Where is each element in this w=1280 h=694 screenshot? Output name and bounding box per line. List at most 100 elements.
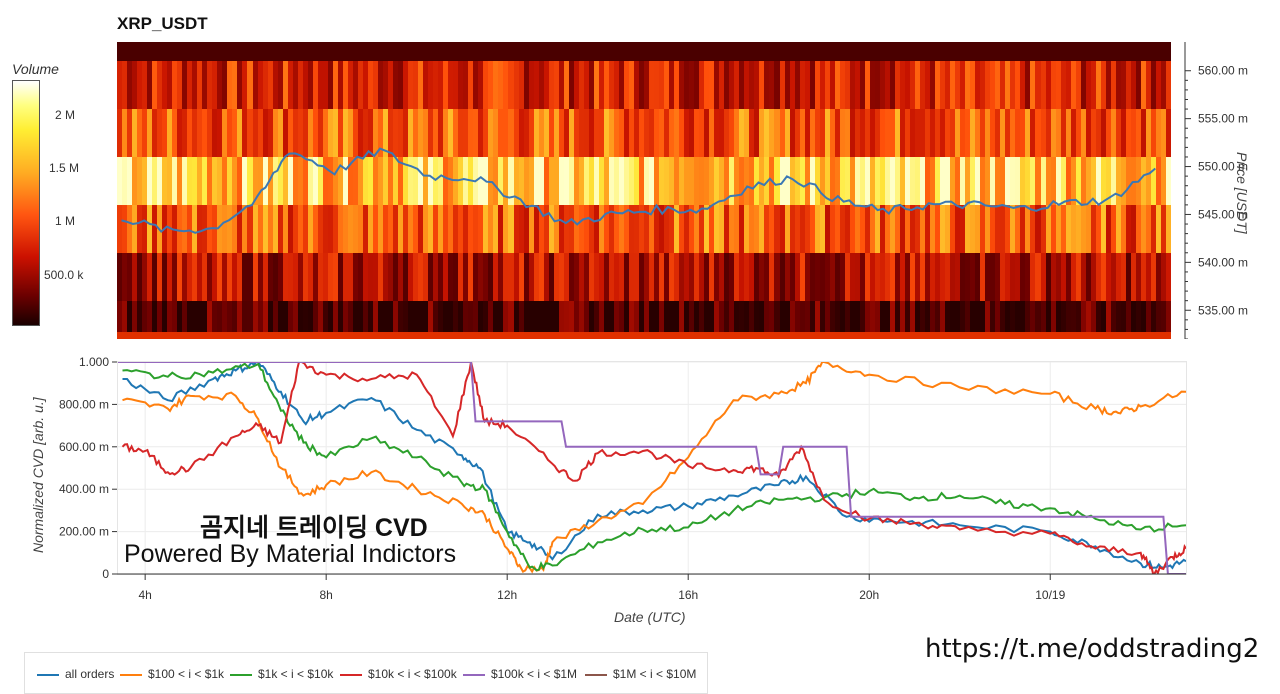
legend-item-100-1k[interactable]: $100 < i < $1k xyxy=(120,667,224,681)
heatmap-cell xyxy=(864,252,871,301)
heatmap-cell xyxy=(995,61,1001,110)
heatmap-cell xyxy=(1120,300,1127,339)
heatmap-cell xyxy=(393,204,399,253)
heatmap-cell xyxy=(548,204,555,253)
heatmap-cell xyxy=(1055,61,1062,110)
heatmap-cell xyxy=(438,109,444,157)
heatmap-cell xyxy=(844,109,851,157)
heatmap-cell xyxy=(152,204,158,253)
heatmap-cell xyxy=(739,204,745,253)
heatmap-cell xyxy=(874,252,881,301)
heatmap-cell xyxy=(654,300,660,339)
heatmap-cell xyxy=(598,300,605,339)
heatmap-cell xyxy=(633,156,640,205)
heatmap-cell xyxy=(724,204,730,253)
heatmap-cell xyxy=(342,109,349,157)
heatmap-cell xyxy=(558,156,565,205)
heatmap-cell xyxy=(674,156,680,205)
heatmap-cell xyxy=(508,109,515,157)
heatmap-cell xyxy=(187,61,193,110)
heatmap-cell xyxy=(1035,300,1042,339)
heatmap-cell xyxy=(262,300,269,339)
heatmap-cell xyxy=(704,252,710,301)
heatmap-cell xyxy=(1025,109,1032,157)
heatmap-cell xyxy=(1085,156,1092,205)
heatmap-cell xyxy=(152,300,158,339)
heatmap-cell xyxy=(568,61,575,110)
legend-item-10k-100k[interactable]: $10k < i < $100k xyxy=(340,667,457,681)
heatmap-cell xyxy=(729,300,735,339)
legend-item-1m-10m[interactable]: $1M < i < $10M xyxy=(585,667,696,681)
heatmap-cell xyxy=(182,61,188,110)
heatmap-cell xyxy=(699,252,705,301)
heatmap-cell xyxy=(342,61,349,110)
heatmap-cell xyxy=(960,252,966,301)
heatmap-cell xyxy=(583,300,590,339)
heatmap-cell xyxy=(393,252,399,301)
heatmap-cell xyxy=(533,300,540,339)
heatmap-cell xyxy=(664,252,670,301)
heatmap-cell xyxy=(1085,252,1092,301)
heatmap-cell xyxy=(257,61,264,110)
heatmap-cell xyxy=(267,300,274,339)
cvd-series-line xyxy=(122,362,1186,572)
heatmap-cell xyxy=(282,204,289,253)
heatmap-cell xyxy=(910,156,916,205)
heatmap-cell xyxy=(925,252,931,301)
heatmap-cell xyxy=(884,300,891,339)
heatmap-cell xyxy=(147,252,153,301)
heatmap-cell xyxy=(1145,300,1152,339)
heatmap-cell xyxy=(508,300,515,339)
heatmap-cell xyxy=(182,252,188,301)
heatmap-cell xyxy=(955,300,961,339)
heatmap-cell xyxy=(182,156,188,205)
heatmap-cell xyxy=(347,300,354,339)
heatmap-cell xyxy=(347,61,354,110)
heatmap-cell xyxy=(332,300,339,339)
heatmap-cell xyxy=(418,204,424,253)
heatmap-cell xyxy=(533,156,540,205)
heatmap-cell xyxy=(483,252,489,301)
heatmap-cell xyxy=(478,204,484,253)
heatmap-cell xyxy=(654,156,660,205)
heatmap-cell xyxy=(327,109,334,157)
heatmap-cell xyxy=(869,252,876,301)
heatmap-cell xyxy=(904,109,911,157)
heatmap-cell xyxy=(754,61,761,110)
heatmap-cell xyxy=(699,109,705,157)
heatmap-cell xyxy=(970,109,976,157)
heatmap-cell xyxy=(1030,156,1037,205)
legend-item-1k-10k[interactable]: $1k < i < $10k xyxy=(230,667,333,681)
legend-item-100k-1m[interactable]: $100k < i < $1M xyxy=(463,667,577,681)
heatmap-cell xyxy=(804,252,811,301)
heatmap-cell xyxy=(879,156,886,205)
heatmap-cell xyxy=(694,156,700,205)
heatmap-cell xyxy=(809,61,816,110)
heatmap-cell xyxy=(272,109,279,157)
heatmap-cell xyxy=(608,109,615,157)
heatmap-cell xyxy=(162,156,168,205)
heatmap-cell xyxy=(598,204,605,253)
cvd-y-tick-label: 1.000 xyxy=(79,355,109,369)
heatmap-cell xyxy=(217,156,223,205)
legend-item-all-orders[interactable]: all orders xyxy=(37,667,114,681)
heatmap-cell xyxy=(307,300,314,339)
heatmap-cell xyxy=(1150,204,1157,253)
telegram-link[interactable]: https://t.me/oddstrading2 xyxy=(925,634,1260,664)
heatmap-cell xyxy=(1005,61,1011,110)
heatmap-cell xyxy=(553,109,560,157)
heatmap-cell xyxy=(915,61,921,110)
heatmap-cell xyxy=(874,109,881,157)
cvd-plot-area xyxy=(117,361,1187,575)
heatmap-cell xyxy=(523,109,530,157)
heatmap-cell xyxy=(553,61,560,110)
heatmap-cell xyxy=(137,204,143,253)
heatmap-cell xyxy=(864,109,871,157)
heatmap-cell xyxy=(317,300,324,339)
heatmap-cell xyxy=(202,156,208,205)
heatmap-cell xyxy=(930,300,936,339)
heatmap-cell xyxy=(367,61,374,110)
heatmap-cell xyxy=(613,156,620,205)
heatmap-cell xyxy=(443,204,449,253)
heatmap-cell xyxy=(879,109,886,157)
